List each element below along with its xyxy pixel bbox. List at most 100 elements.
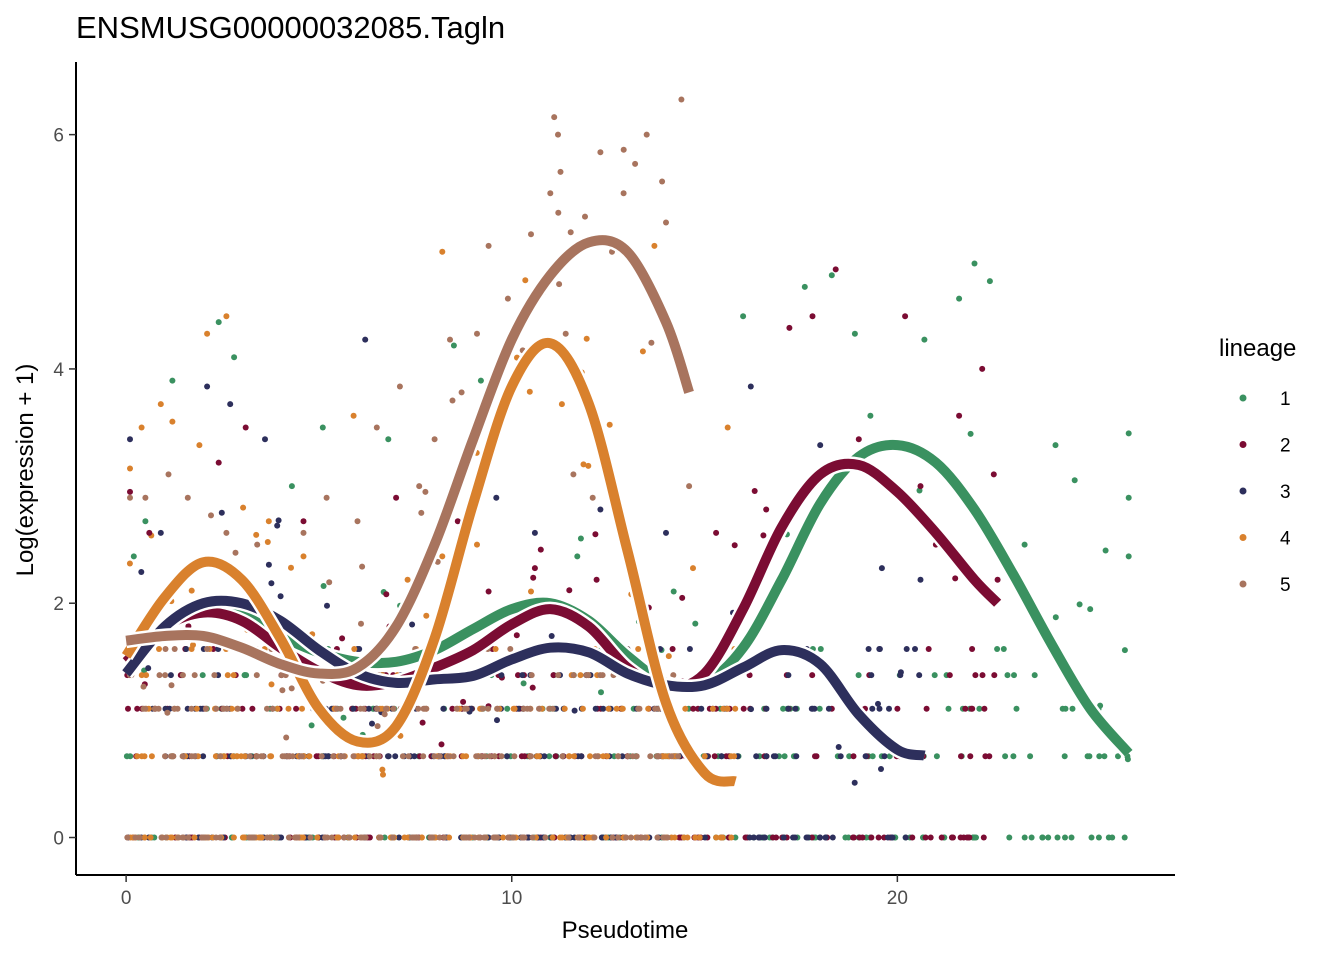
data-point <box>855 436 862 443</box>
data-point <box>780 705 787 712</box>
data-point <box>247 834 253 841</box>
data-point <box>763 506 770 513</box>
data-point <box>454 518 461 525</box>
data-point <box>679 594 686 601</box>
data-point <box>126 560 133 567</box>
data-point <box>168 682 175 689</box>
data-point <box>615 753 622 760</box>
data-point <box>1096 753 1103 760</box>
data-point <box>375 753 382 760</box>
data-point <box>559 834 566 841</box>
data-point <box>786 324 793 331</box>
data-point <box>399 753 406 760</box>
data-point <box>692 620 699 627</box>
data-point <box>217 753 224 760</box>
smooth-curve-lineage-1 <box>122 439 1133 757</box>
data-point <box>169 377 176 384</box>
data-point <box>213 705 220 712</box>
data-point <box>494 717 500 724</box>
data-point <box>684 834 691 841</box>
data-point <box>773 834 780 841</box>
data-point <box>273 834 280 841</box>
data-point <box>355 753 362 760</box>
data-point <box>663 219 669 226</box>
data-point <box>188 753 195 760</box>
data-point <box>498 753 505 760</box>
data-point <box>531 529 538 536</box>
legend-label-lineage-2: 2 <box>1280 436 1291 457</box>
data-point <box>925 646 932 652</box>
data-point <box>638 834 645 841</box>
data-point <box>522 277 529 284</box>
data-point <box>598 834 605 841</box>
data-point <box>334 834 341 841</box>
data-point <box>440 705 447 712</box>
data-point <box>358 620 364 627</box>
data-point <box>1086 753 1093 760</box>
data-point <box>702 834 708 841</box>
data-point <box>567 229 574 236</box>
data-point <box>486 753 493 760</box>
data-point <box>825 705 832 712</box>
data-point <box>473 753 480 760</box>
data-point <box>230 834 237 841</box>
data-point <box>157 529 164 536</box>
data-point <box>686 483 693 490</box>
data-point <box>690 705 697 712</box>
data-point <box>585 462 592 469</box>
data-point <box>659 178 666 185</box>
data-point <box>613 705 620 712</box>
y-tick-label: 0 <box>53 829 64 850</box>
data-point <box>931 672 938 679</box>
data-point <box>597 149 604 156</box>
data-point <box>350 412 357 419</box>
data-point <box>1076 601 1083 608</box>
x-tick-label: 0 <box>121 888 132 909</box>
data-point <box>851 330 858 337</box>
data-point <box>585 672 592 679</box>
data-point <box>320 583 327 589</box>
data-point <box>711 753 718 760</box>
data-point <box>350 705 357 712</box>
data-point <box>972 672 979 679</box>
data-point <box>288 483 295 490</box>
data-point <box>698 705 705 712</box>
plot-area: 0 10 20 0 2 4 6 <box>53 62 1175 909</box>
data-point <box>605 705 612 712</box>
data-point <box>354 518 361 525</box>
data-point <box>138 753 145 760</box>
data-point <box>654 834 661 841</box>
data-point <box>318 753 325 760</box>
data-point <box>127 465 133 472</box>
data-point <box>223 313 230 320</box>
data-point <box>453 705 460 712</box>
data-point <box>369 720 375 727</box>
data-point <box>750 834 757 841</box>
data-point <box>366 753 373 760</box>
data-point <box>278 672 285 679</box>
data-point <box>479 705 486 712</box>
data-point <box>299 705 305 712</box>
data-point <box>521 753 528 760</box>
data-point <box>373 424 380 431</box>
data-point <box>894 705 901 712</box>
data-point <box>732 705 739 712</box>
legend-title: lineage <box>1219 335 1296 362</box>
data-point <box>510 705 517 712</box>
data-point <box>1061 753 1068 760</box>
data-point <box>494 834 501 841</box>
data-point <box>981 705 988 712</box>
data-point <box>142 518 149 525</box>
data-point <box>903 646 910 652</box>
data-point <box>1109 834 1116 841</box>
data-point <box>620 146 627 153</box>
data-point <box>138 424 145 431</box>
data-point <box>232 549 239 556</box>
data-point <box>124 834 131 841</box>
data-point <box>504 295 511 302</box>
data-point <box>760 532 767 539</box>
data-point <box>415 705 422 712</box>
data-point <box>524 705 531 712</box>
data-point <box>359 563 366 570</box>
data-point <box>728 834 735 841</box>
